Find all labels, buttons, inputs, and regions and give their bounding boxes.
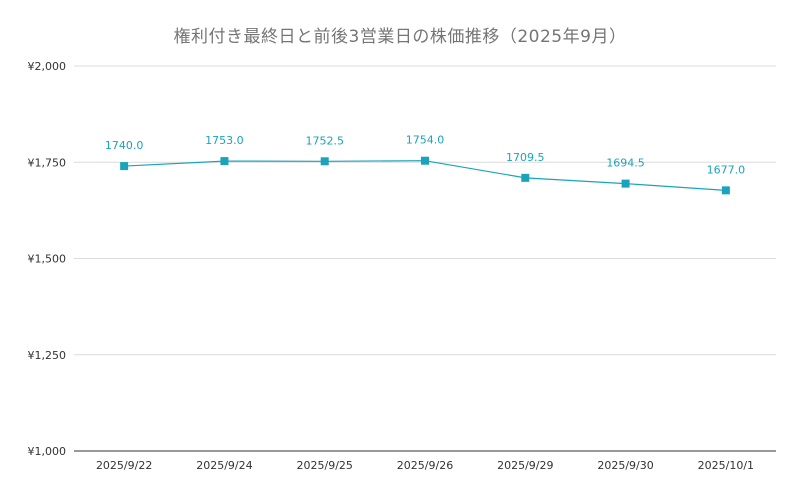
data-label: 1740.0 — [105, 139, 144, 152]
data-label: 1752.5 — [305, 134, 344, 147]
data-point-marker — [621, 179, 630, 188]
data-point-marker — [521, 173, 530, 182]
x-tick-label: 2025/9/24 — [196, 459, 252, 472]
x-tick-label: 2025/9/22 — [96, 459, 152, 472]
y-tick-label: ¥1,500 — [28, 253, 67, 266]
chart-title: 権利付き最終日と前後3営業日の株価推移（2025年9月） — [173, 27, 627, 47]
y-tick-label: ¥1,750 — [28, 156, 67, 169]
data-label: 1694.5 — [606, 157, 645, 170]
x-tick-label: 2025/10/1 — [698, 459, 754, 472]
data-point-marker — [421, 156, 429, 165]
x-tick-label: 2025/9/26 — [397, 459, 453, 472]
x-tick-label: 2025/9/29 — [497, 459, 553, 472]
data-point-marker — [120, 162, 129, 171]
x-tick-label: 2025/9/25 — [297, 459, 353, 472]
x-tick-label: 2025/9/30 — [597, 459, 653, 472]
y-tick-label: ¥1,000 — [28, 445, 67, 458]
y-tick-label: ¥2,000 — [28, 60, 67, 73]
data-label: 1709.5 — [506, 151, 545, 164]
data-label: 1753.0 — [205, 134, 244, 147]
data-label: 1677.0 — [707, 163, 746, 176]
data-point-marker — [320, 157, 329, 166]
data-point-marker — [721, 186, 730, 195]
y-tick-label: ¥1,250 — [28, 349, 67, 362]
data-label: 1754.0 — [406, 134, 445, 147]
data-point-marker — [220, 157, 229, 166]
